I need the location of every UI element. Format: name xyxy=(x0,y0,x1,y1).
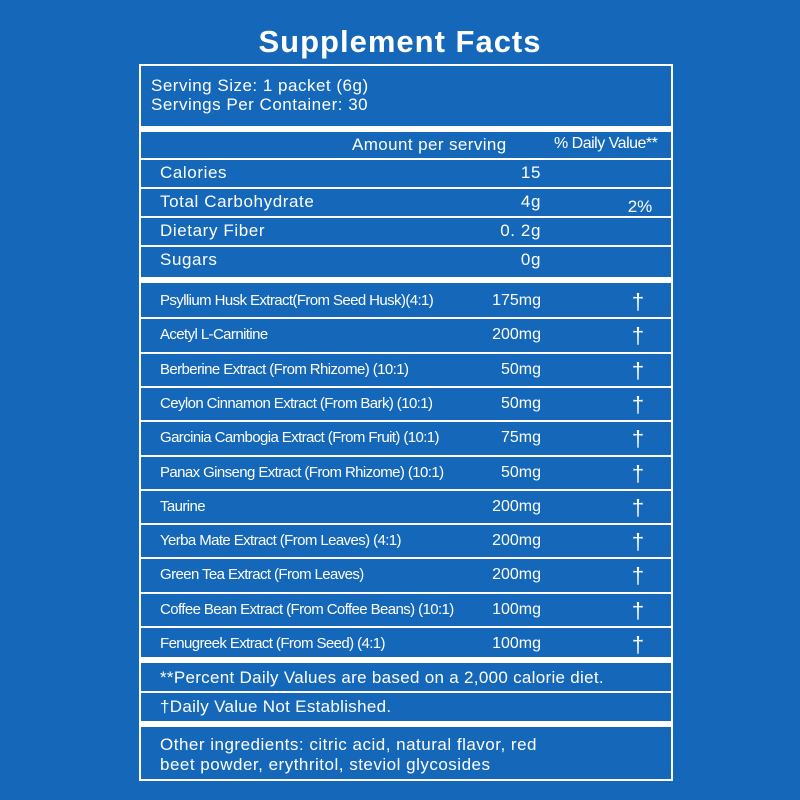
nutrient-amount: 0g xyxy=(520,250,541,269)
rule xyxy=(141,454,671,457)
rule xyxy=(141,216,671,218)
rule xyxy=(141,691,671,693)
ingredient-amount: 175mg xyxy=(492,292,541,309)
ingredient-dv: † xyxy=(631,426,645,452)
serving-line: Serving Size: 1 packet (6g) xyxy=(151,76,369,95)
ingredient-amount: 75mg xyxy=(500,429,541,447)
rule xyxy=(141,385,671,388)
ingredient-name: Berberine Extract (From Rhizome) (10:1) xyxy=(160,360,409,378)
nutrient-amount: 0. 2g xyxy=(500,221,541,240)
ingredient-dv: † xyxy=(631,357,645,383)
rule xyxy=(141,721,671,727)
rule xyxy=(141,523,671,526)
ingredient-dv: † xyxy=(631,597,645,623)
footnote: **Percent Daily Values are based on a 2,… xyxy=(160,668,604,687)
ingredient-amount: 100mg xyxy=(492,635,541,652)
ingredient-name: Taurine xyxy=(160,497,206,515)
ingredient-dv: † xyxy=(631,460,645,486)
ingredient-amount: 200mg xyxy=(492,566,541,584)
nutrient-name: Calories xyxy=(160,163,228,182)
ingredient-name: Yerba Mate Extract (From Leaves) (4:1) xyxy=(160,532,402,550)
ingredient-name: Fenugreek Extract (From Seed) (4:1) xyxy=(160,635,386,652)
title: Supplement Facts xyxy=(258,24,542,59)
ingredient-name: Psyllium Husk Extract(From Seed Husk)(4:… xyxy=(160,292,434,309)
rule xyxy=(141,657,671,663)
frame xyxy=(139,64,673,781)
amount-header: Amount per serving xyxy=(352,135,507,154)
ingredient-amount: 50mg xyxy=(500,463,541,481)
rule xyxy=(141,351,671,354)
rule xyxy=(141,420,671,423)
ingredient-dv: † xyxy=(631,391,645,417)
other-ingredients: Other ingredients: citric acid, natural … xyxy=(160,735,537,754)
rule xyxy=(141,626,671,628)
rule xyxy=(141,277,671,283)
rule xyxy=(141,317,671,320)
footnote: †Daily Value Not Established. xyxy=(160,697,392,716)
ingredient-dv: † xyxy=(631,529,645,555)
nutrient-name: Dietary Fiber xyxy=(160,221,266,240)
nutrient-amount: 4g xyxy=(520,192,541,211)
ingredient-name: Ceylon Cinnamon Extract (From Bark) (10:… xyxy=(160,394,433,412)
serving-line: Servings Per Container: 30 xyxy=(151,95,369,114)
ingredient-dv: † xyxy=(631,494,645,520)
rule xyxy=(141,488,671,491)
ingredient-name: Coffee Bean Extract (From Coffee Beans) … xyxy=(160,600,454,618)
ingredient-amount: 200mg xyxy=(492,532,541,550)
ingredient-amount: 50mg xyxy=(500,360,541,378)
ingredient-amount: 50mg xyxy=(500,394,541,412)
ingredient-dv: † xyxy=(631,632,645,657)
daily-value-header: % Daily Value** xyxy=(554,135,658,152)
rule xyxy=(141,591,671,594)
nutrient-name: Total Carbohydrate xyxy=(160,192,315,211)
rule xyxy=(141,557,671,560)
ingredient-name: Green Tea Extract (From Leaves) xyxy=(160,566,364,584)
ingredient-amount: 200mg xyxy=(492,497,541,515)
ingredient-dv: † xyxy=(631,563,645,589)
nutrient-name: Sugars xyxy=(160,250,218,269)
ingredient-amount: 100mg xyxy=(492,600,541,618)
ingredient-dv: † xyxy=(631,289,645,314)
ingredient-name: Acetyl L-Carnitine xyxy=(160,326,268,344)
nutrient-dv: 2% xyxy=(627,197,653,216)
other-ingredients: beet powder, erythritol, steviol glycosi… xyxy=(160,755,491,774)
rule xyxy=(141,126,671,132)
rule xyxy=(141,245,671,247)
ingredient-name: Panax Ginseng Extract (From Rhizome) (10… xyxy=(160,463,444,481)
ingredient-amount: 200mg xyxy=(492,326,541,344)
ingredient-dv: † xyxy=(631,323,645,349)
rule xyxy=(141,158,671,160)
ingredient-name: Garcinia Cambogia Extract (From Fruit) (… xyxy=(160,429,440,447)
rule xyxy=(141,187,671,189)
nutrient-amount: 15 xyxy=(520,163,541,182)
